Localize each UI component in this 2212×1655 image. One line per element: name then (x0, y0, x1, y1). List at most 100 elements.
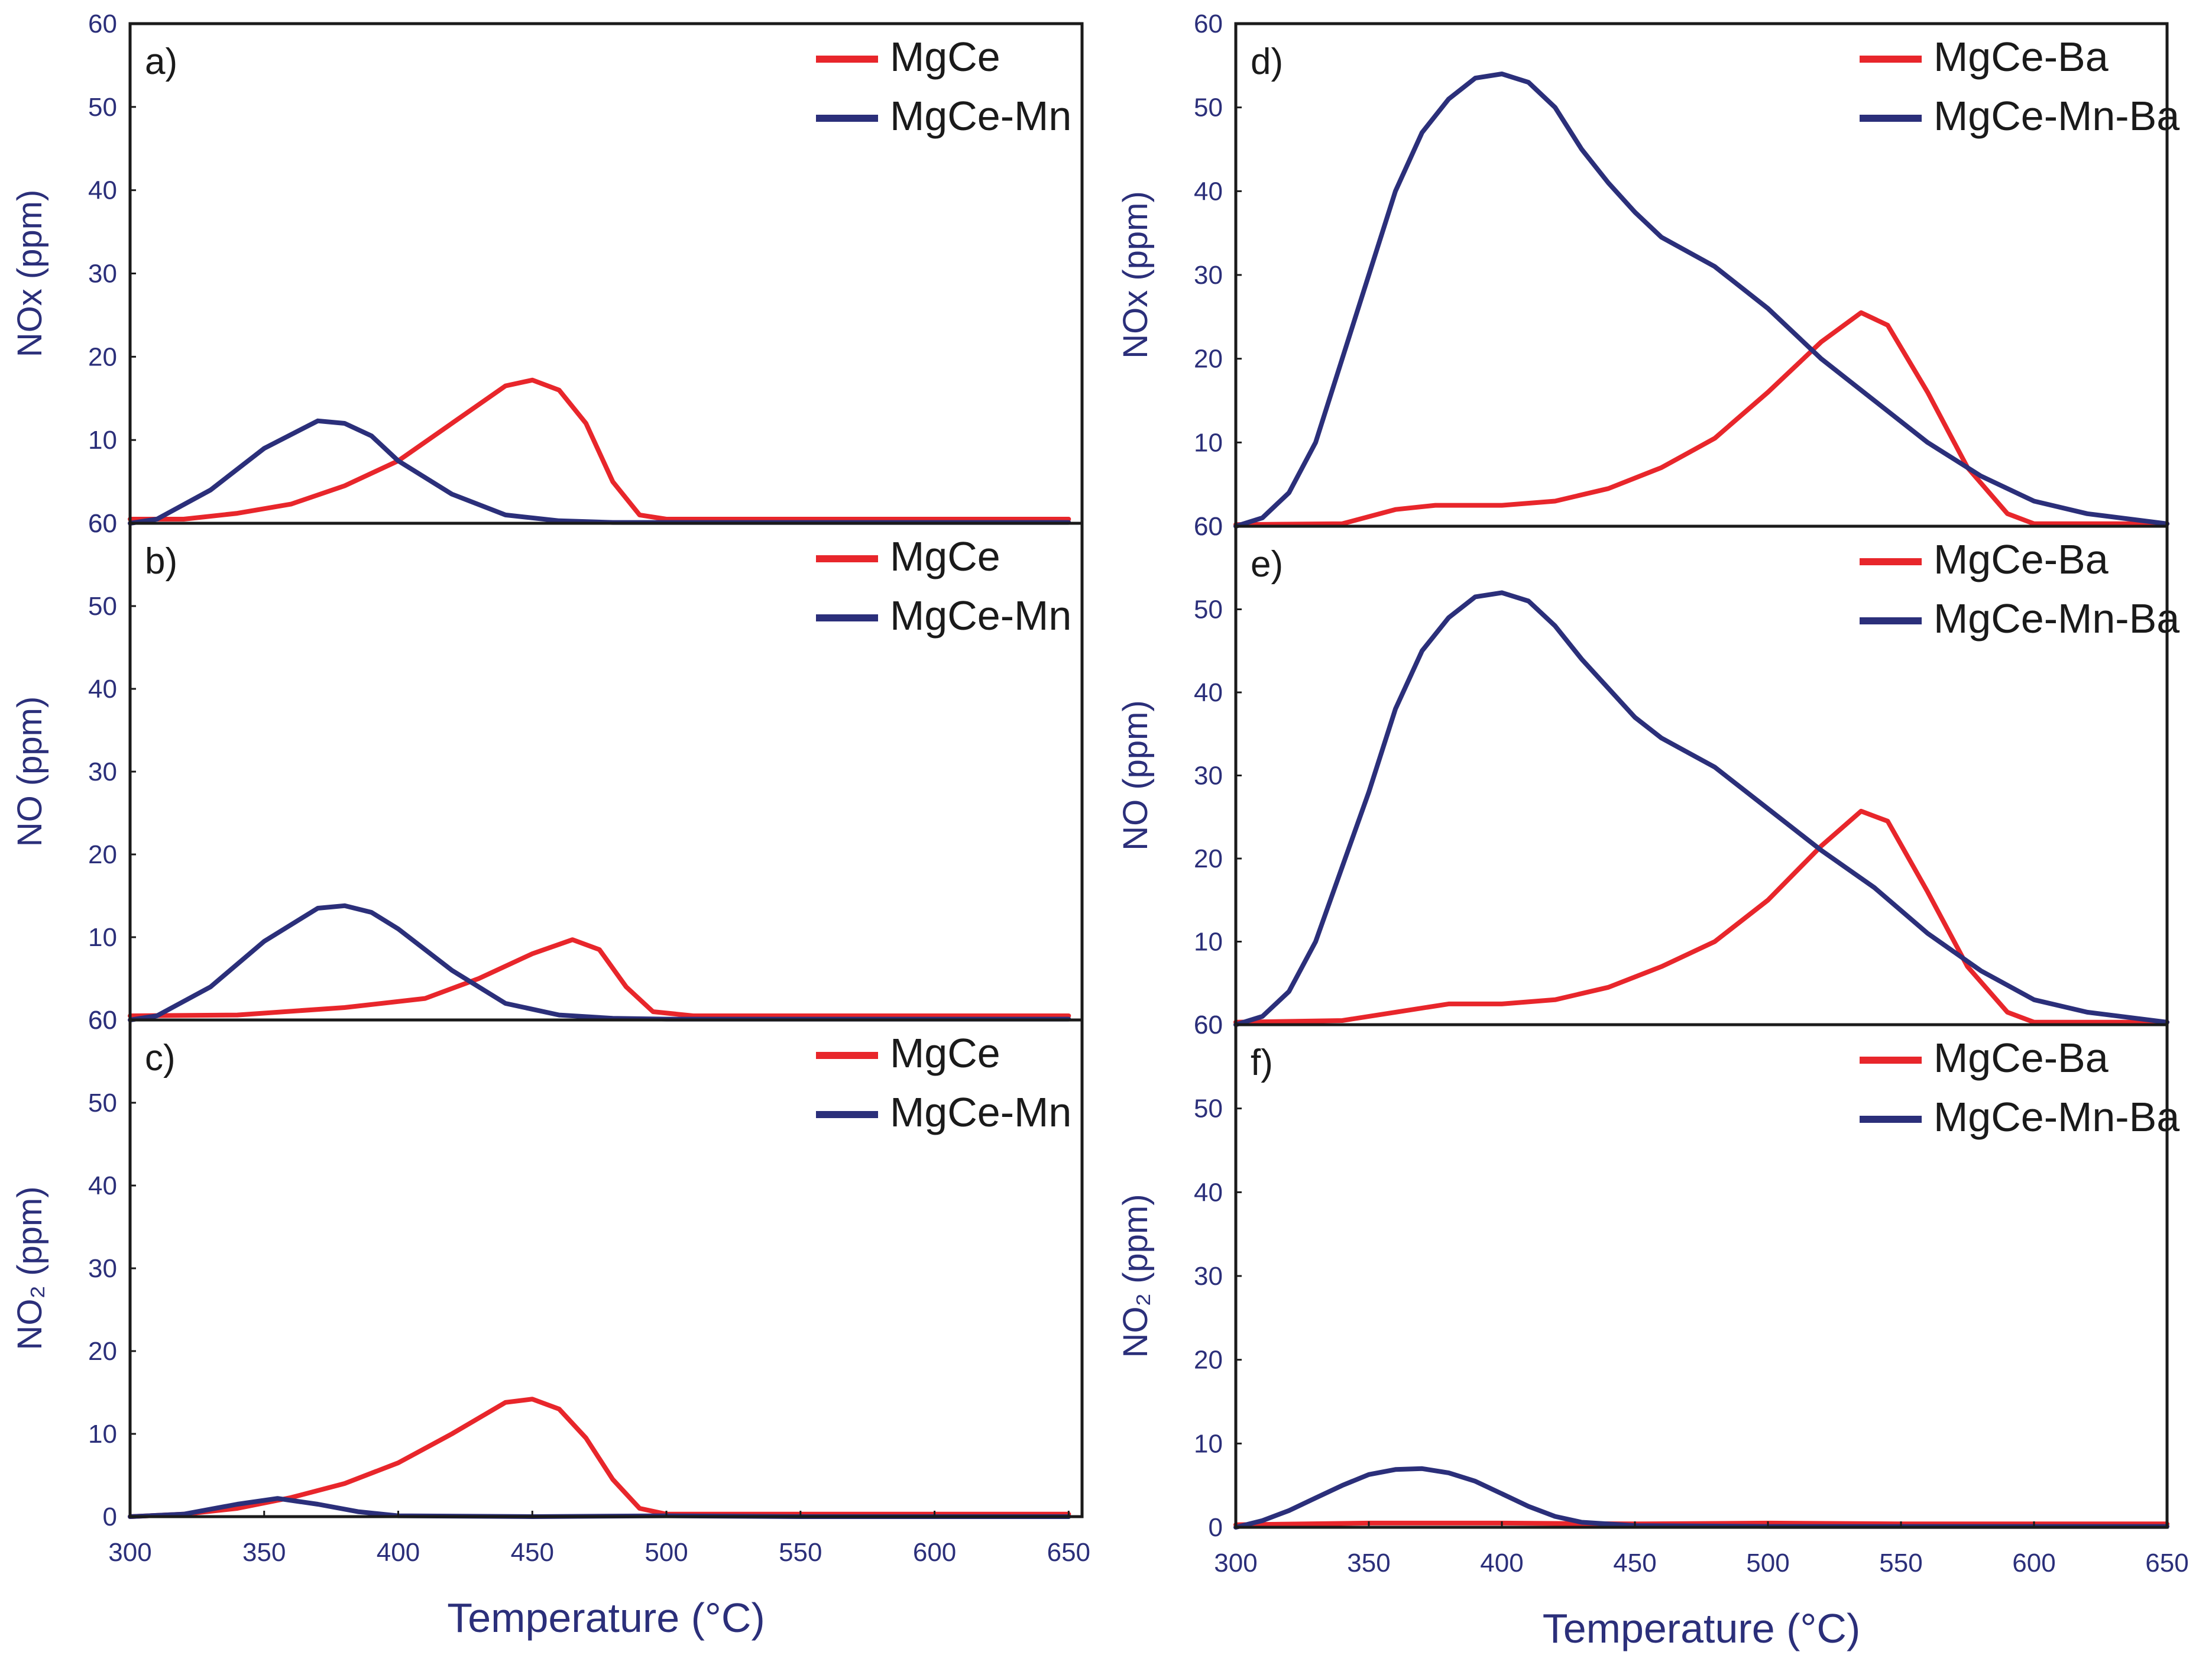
y-tick-label: 40 (88, 675, 117, 704)
y-tick-label: 40 (1194, 1178, 1223, 1207)
x-axis-label: Temperature (°C) (447, 1595, 765, 1641)
y-tick-label: 60 (88, 9, 117, 38)
panel-label: b) (145, 541, 177, 582)
legend-label-mgce-mn-ba: MgCe-Mn-Ba (1934, 1094, 2179, 1140)
y-tick-label: 10 (88, 426, 117, 455)
x-tick-label: 550 (1879, 1549, 1922, 1578)
panel-d: 60 50 40 30 20 10 60 NOx (ppm) d) MgCe-Ba MgCe-Mn-… (1116, 9, 2179, 541)
y-tick-label: 50 (88, 592, 117, 621)
x-tick-label: 600 (913, 1538, 956, 1567)
series-line-e-mgce-mn-ba (1233, 590, 2169, 1027)
series-line-b-mgce-mn (128, 903, 1071, 1022)
y-tick-label: 10 (1194, 928, 1223, 957)
panel-label: c) (145, 1038, 176, 1078)
legend-label-mgce-ba: MgCe-Ba (1934, 1035, 2109, 1081)
y-tick-label: 50 (1194, 595, 1223, 624)
panel-label: f) (1251, 1042, 1273, 1083)
panel-label: d) (1251, 41, 1283, 82)
x-tick-label: 350 (1347, 1549, 1390, 1578)
y-tick-label: 60 (1194, 512, 1223, 541)
y-tick-label: 40 (88, 176, 117, 205)
y-tick-label: 60 (1194, 9, 1223, 38)
x-tick-label: 450 (1613, 1549, 1656, 1578)
y-tick-label: 60 (88, 1006, 117, 1035)
legend-label-mgce-mn: MgCe-Mn (890, 592, 1071, 639)
y-axis-label: NOx (ppm) (1116, 191, 1155, 359)
y-axis-label: NO₂ (ppm) (11, 1186, 49, 1350)
x-tick-label: 450 (511, 1538, 554, 1567)
panel-a: 60 50 40 30 20 10 60 NOx (ppm) a) MgCe MgCe-Mn (11, 9, 1084, 538)
y-tick-label: 60 (88, 1006, 117, 1035)
y-tick-label: 20 (1194, 844, 1223, 873)
legend-label-mgce: MgCe (890, 1030, 1000, 1076)
y-tick-label: 20 (1194, 1346, 1223, 1375)
y-tick-label: 50 (1194, 93, 1223, 122)
y-tick-label: 30 (1194, 1262, 1223, 1291)
y-tick-label: 40 (1194, 177, 1223, 206)
panel-c: 60 50 40 30 20 10 0 300 350 400 450 500 550 600 650 Tem… (11, 1006, 1090, 1641)
x-tick-label: 500 (645, 1538, 688, 1567)
y-axis-label: NOx (ppm) (11, 190, 49, 358)
x-tick-label: 400 (1480, 1549, 1523, 1578)
y-tick-label: 60 (1194, 1011, 1223, 1039)
y-tick-label: 0 (1209, 1513, 1223, 1542)
y-axis-label: NO₂ (ppm) (1116, 1194, 1155, 1358)
x-tick-label: 300 (108, 1538, 151, 1567)
y-tick-label: 30 (1194, 261, 1223, 290)
y-tick-label: 40 (88, 1171, 117, 1200)
series-line-f-mgce-mn-ba (1233, 1466, 2169, 1530)
x-tick-label: 550 (779, 1538, 822, 1567)
y-tick-label: 20 (88, 342, 117, 371)
y-tick-label: 30 (88, 260, 117, 289)
legend-label-mgce-ba: MgCe-Ba (1934, 536, 2109, 582)
legend-label-mgce-mn-ba: MgCe-Mn-Ba (1934, 93, 2179, 139)
legend-label-mgce-mn-ba: MgCe-Mn-Ba (1934, 595, 2179, 642)
y-axis-label: NO (ppm) (1116, 700, 1155, 851)
series-line-e-mgce-ba (1233, 808, 2169, 1025)
y-tick-label: 50 (88, 93, 117, 122)
y-tick-label: 20 (88, 840, 117, 869)
x-tick-label: 400 (377, 1538, 420, 1567)
series-line-d-mgce-ba (1233, 310, 2169, 527)
y-tick-label: 10 (88, 1420, 117, 1449)
y-tick-label: 30 (1194, 762, 1223, 791)
y-tick-label: 60 (88, 509, 117, 538)
y-tick-label: 30 (88, 757, 117, 786)
y-axis-label: NO (ppm) (11, 697, 49, 847)
legend-label-mgce: MgCe (890, 34, 1000, 80)
y-tick-label: 10 (88, 923, 117, 952)
y-tick-label: 0 (103, 1502, 117, 1531)
panel-b: 60 50 40 30 20 10 60 NO (ppm) b) MgCe MgCe-Mn (11, 509, 1084, 1035)
x-axis-label: Temperature (°C) (1543, 1605, 1861, 1651)
y-tick-label: 20 (1194, 345, 1223, 374)
x-tick-label: 600 (2012, 1549, 2055, 1578)
x-tick-label: 650 (1047, 1538, 1090, 1567)
series-line-d-mgce-mn-ba (1233, 72, 2169, 529)
y-tick-label: 20 (88, 1337, 117, 1366)
legend-label-mgce-mn: MgCe-Mn (890, 1089, 1071, 1135)
x-tick-label: 650 (2145, 1549, 2188, 1578)
y-tick-label: 50 (1194, 1094, 1223, 1123)
panel-e: 60 50 40 30 20 10 60 NO (ppm) e) MgCe-Ba MgCe-Mn-B… (1116, 512, 2179, 1039)
x-tick-label: 500 (1746, 1549, 1789, 1578)
y-tick-label: 40 (1194, 678, 1223, 707)
x-tick-label: 350 (242, 1538, 286, 1567)
legend-label-mgce: MgCe (890, 533, 1000, 579)
series-line-a-mgce (128, 377, 1071, 522)
legend-label-mgce-ba: MgCe-Ba (1934, 34, 2109, 80)
series-line-b-mgce (128, 937, 1071, 1018)
y-tick-label: 10 (1194, 1429, 1223, 1458)
y-tick-label: 60 (88, 509, 117, 538)
panel-label: e) (1251, 544, 1283, 585)
y-tick-label: 10 (1194, 428, 1223, 457)
panel-label: a) (145, 41, 177, 82)
legend-label-mgce-mn: MgCe-Mn (890, 93, 1071, 139)
y-tick-label: 50 (88, 1089, 117, 1118)
panel-f: 60 50 40 30 20 10 0 300 350 400 450 500 550 600 650 Tem… (1116, 1011, 2189, 1651)
y-tick-label: 30 (88, 1254, 117, 1283)
x-tick-label: 300 (1214, 1549, 1257, 1578)
y-tick-label: 60 (1194, 512, 1223, 541)
y-tick-label: 60 (1194, 1011, 1223, 1039)
series-line-f-mgce-ba (1233, 1520, 2169, 1527)
